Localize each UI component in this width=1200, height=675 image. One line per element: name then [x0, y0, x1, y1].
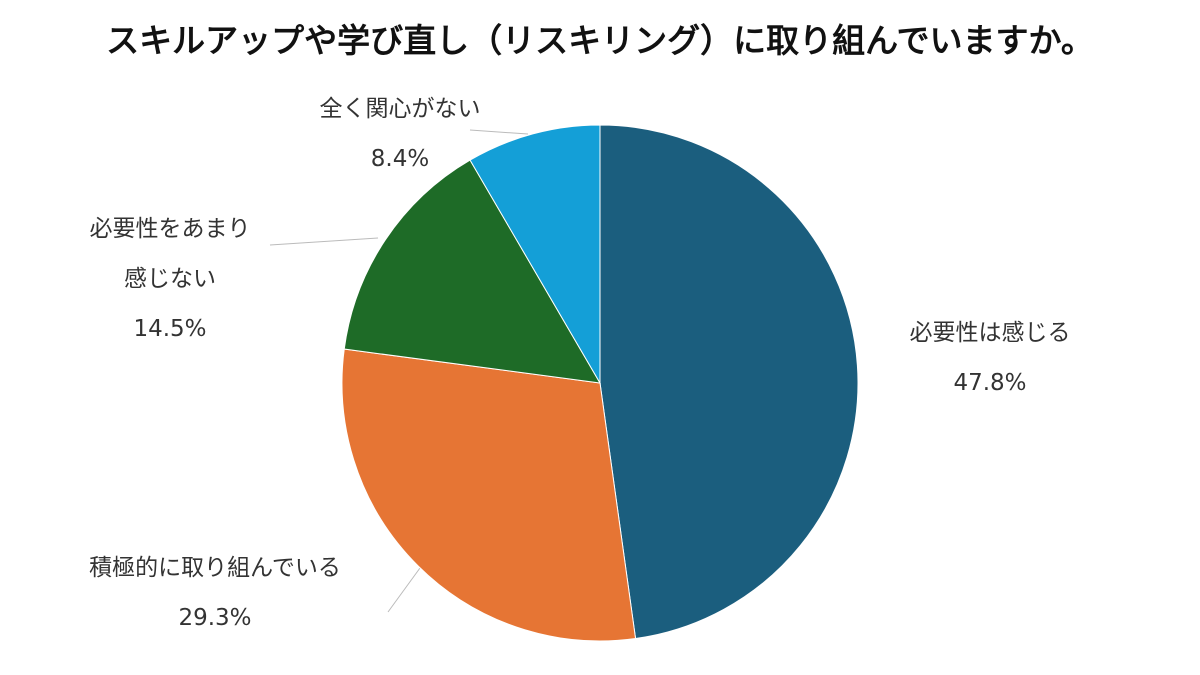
category-label: 必要性は感じる	[909, 320, 1071, 346]
pie-slice	[341, 348, 637, 642]
pie-slice	[599, 124, 859, 640]
value-label: 14.5%	[133, 316, 207, 342]
value-label: 47.8%	[953, 370, 1027, 396]
leader-line	[387, 567, 421, 613]
chart-title: スキルアップや学び直し（リスキリング）に取り組んでいますか。	[106, 21, 1094, 60]
leader-line	[269, 237, 379, 246]
value-label: 29.3%	[178, 605, 252, 631]
pie-slice	[469, 124, 601, 385]
leader-line	[469, 129, 529, 135]
slice-label: 必要性は感じる 47.8%	[840, 308, 1140, 408]
value-label: 8.4%	[370, 146, 430, 172]
slice-label: 積極的に取り組んでいる 29.3%	[65, 543, 365, 643]
category-label: 全く関心がない	[319, 96, 481, 122]
slice-label: 必要性をあまり 感じない 14.5%	[20, 204, 320, 354]
category-label: 必要性をあまり 感じない	[89, 216, 251, 292]
category-label: 積極的に取り組んでいる	[89, 555, 341, 581]
leader-lines	[269, 129, 529, 613]
slice-label: 全く関心がない 8.4%	[250, 84, 550, 184]
pie-slice	[343, 159, 601, 384]
